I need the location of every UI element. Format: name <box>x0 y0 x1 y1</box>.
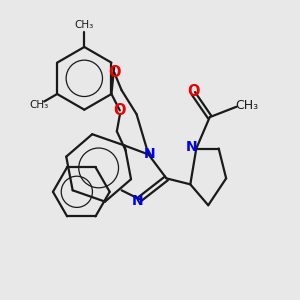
Text: CH₃: CH₃ <box>29 100 48 110</box>
Text: CH₃: CH₃ <box>236 99 259 112</box>
Text: O: O <box>108 65 120 80</box>
Text: O: O <box>187 84 200 99</box>
Text: O: O <box>114 103 126 118</box>
Text: CH₃: CH₃ <box>75 20 94 31</box>
Text: N: N <box>186 140 198 154</box>
Text: N: N <box>143 147 155 161</box>
Text: N: N <box>132 194 144 208</box>
